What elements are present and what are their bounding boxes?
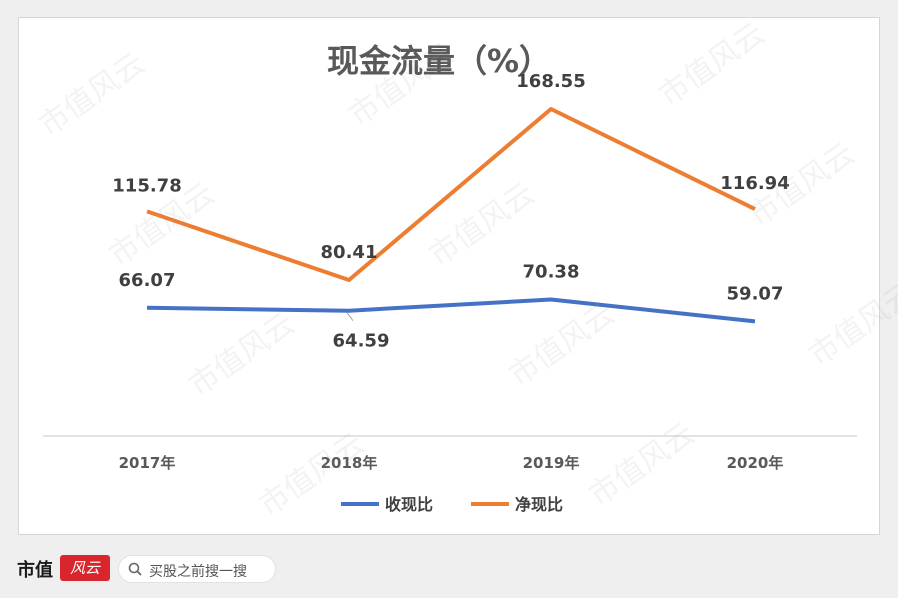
label-leader-line bbox=[346, 312, 354, 321]
x-tick-label: 2017年 bbox=[119, 454, 176, 472]
data-label: 59.07 bbox=[727, 283, 784, 304]
search-bar[interactable]: 买股之前搜一搜 bbox=[118, 555, 276, 583]
data-label: 116.94 bbox=[720, 173, 789, 194]
series-line-cash-ratio bbox=[146, 297, 756, 324]
data-label: 115.78 bbox=[112, 175, 181, 196]
legend-label: 净现比 bbox=[515, 495, 563, 514]
legend-label: 收现比 bbox=[385, 495, 433, 514]
x-tick-label: 2019年 bbox=[523, 454, 580, 472]
data-label: 168.55 bbox=[516, 71, 585, 92]
data-label: 64.59 bbox=[333, 331, 390, 352]
search-icon bbox=[128, 562, 142, 576]
data-label: 70.38 bbox=[523, 261, 580, 282]
chart-card: 现金流量（%） 2017年 2018年 2019年 2020年 66.07 64.59 70… bbox=[18, 17, 880, 535]
data-label: 80.41 bbox=[321, 242, 378, 263]
line-chart: 现金流量（%） 2017年 2018年 2019年 2020年 66.07 64.59 70… bbox=[43, 42, 857, 514]
x-tick-label: 2018年 bbox=[321, 454, 378, 472]
data-label: 66.07 bbox=[119, 270, 176, 291]
search-placeholder: 买股之前搜一搜 bbox=[149, 564, 247, 580]
legend: 收现比 净现比 bbox=[341, 495, 563, 514]
series-line-net-cash-ratio bbox=[146, 107, 756, 282]
brand-name: 市值 bbox=[17, 560, 53, 581]
x-tick-label: 2020年 bbox=[727, 454, 784, 472]
chart-title: 现金流量（%） bbox=[327, 42, 551, 80]
brand-logo: 风云 bbox=[60, 555, 110, 581]
